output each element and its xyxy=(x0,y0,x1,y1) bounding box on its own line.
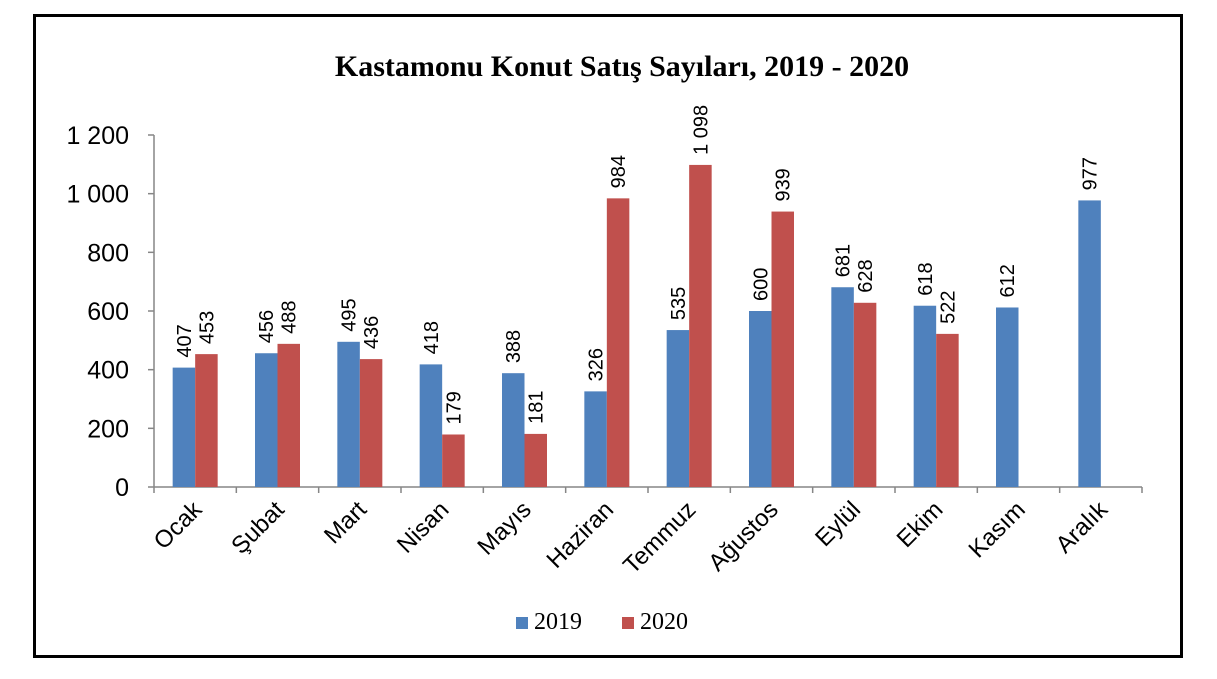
bar-2020-Haziran xyxy=(606,198,630,488)
data-label: 628 xyxy=(855,259,877,292)
x-tick-label: Ağustos xyxy=(703,496,783,576)
bar-2020-Mart xyxy=(359,359,383,487)
data-label: 984 xyxy=(608,155,630,188)
bar-2019-Şubat xyxy=(255,353,278,487)
chart-title: Kastamonu Konut Satış Sayıları, 2019 - 2… xyxy=(335,50,909,83)
x-tick-label: Haziran xyxy=(542,496,620,574)
bar-2020-Mayıs xyxy=(524,433,547,487)
data-label: 181 xyxy=(526,391,548,424)
data-label: 407 xyxy=(174,324,196,357)
y-tick-label: 400 xyxy=(87,357,129,385)
data-label: 388 xyxy=(503,330,525,363)
bar-2020-Eylül xyxy=(853,302,877,487)
data-label: 488 xyxy=(279,300,301,333)
x-tick-label: Aralık xyxy=(1051,495,1114,558)
x-tick-label: Mayıs xyxy=(472,496,536,560)
x-tick-label: Mart xyxy=(319,496,372,549)
bar-2020-Temmuz xyxy=(689,164,712,488)
bar-2019-Ağustos xyxy=(749,311,772,487)
bar-2020-Şubat xyxy=(277,343,300,487)
bar-2019-Haziran xyxy=(584,391,607,487)
data-label: 453 xyxy=(196,311,218,344)
bar-2019-Temmuz xyxy=(666,330,690,487)
chart-frame: Kastamonu Konut Satış Sayıları, 2019 - 2… xyxy=(33,14,1183,658)
x-tick-label: Temmuz xyxy=(618,496,701,579)
x-tick-label: Kasım xyxy=(964,496,1031,563)
legend-label-2019: 2019 xyxy=(534,609,582,635)
x-tick-label: Nisan xyxy=(392,496,454,558)
bar-2020-Ağustos xyxy=(771,211,794,487)
data-label: 456 xyxy=(256,310,278,343)
bar-2019-Ekim xyxy=(913,305,937,487)
y-tick-label: 1 200 xyxy=(66,122,129,150)
data-label: 612 xyxy=(997,264,1019,297)
data-label: 939 xyxy=(773,168,795,201)
data-label: 436 xyxy=(361,316,383,349)
legend-label-2020: 2020 xyxy=(640,609,688,635)
x-tick-label: Ocak xyxy=(149,495,208,554)
y-tick-label: 200 xyxy=(87,415,129,443)
data-label: 618 xyxy=(915,262,937,295)
x-tick-label: Eylül xyxy=(810,496,866,552)
y-tick-label: 800 xyxy=(87,239,129,267)
bar-2019-Nisan xyxy=(419,364,443,487)
x-tick-label: Ekim xyxy=(892,496,949,553)
bar-2020-Ekim xyxy=(936,333,959,487)
data-label: 179 xyxy=(443,391,465,424)
data-label: 681 xyxy=(833,244,855,277)
bar-2019-Kasım xyxy=(996,307,1019,487)
data-label: 1 098 xyxy=(690,105,712,155)
chart: Kastamonu Konut Satış Sayıları, 2019 - 2… xyxy=(66,50,1143,635)
bar-2019-Mayıs xyxy=(502,373,525,487)
data-label: 600 xyxy=(750,268,772,301)
bar-2019-Ocak xyxy=(172,367,196,487)
data-label: 495 xyxy=(339,298,361,331)
data-label: 977 xyxy=(1080,157,1102,190)
data-label: 418 xyxy=(421,321,443,354)
legend-swatch-2020 xyxy=(622,617,634,629)
y-tick-label: 600 xyxy=(87,298,129,326)
bar-2019-Mart xyxy=(337,341,360,487)
data-label: 535 xyxy=(668,287,690,320)
bar-2020-Ocak xyxy=(195,354,218,487)
data-label: 522 xyxy=(937,291,959,324)
bar-2020-Nisan xyxy=(442,434,465,487)
y-tick-label: 0 xyxy=(115,474,129,502)
y-tick-label: 1 000 xyxy=(66,181,129,209)
data-label: 326 xyxy=(586,348,608,381)
bar-2019-Eylül xyxy=(831,287,854,487)
legend-swatch-2019 xyxy=(516,617,528,629)
x-tick-label: Şubat xyxy=(226,496,290,560)
bar-2019-Aralık xyxy=(1078,200,1101,487)
